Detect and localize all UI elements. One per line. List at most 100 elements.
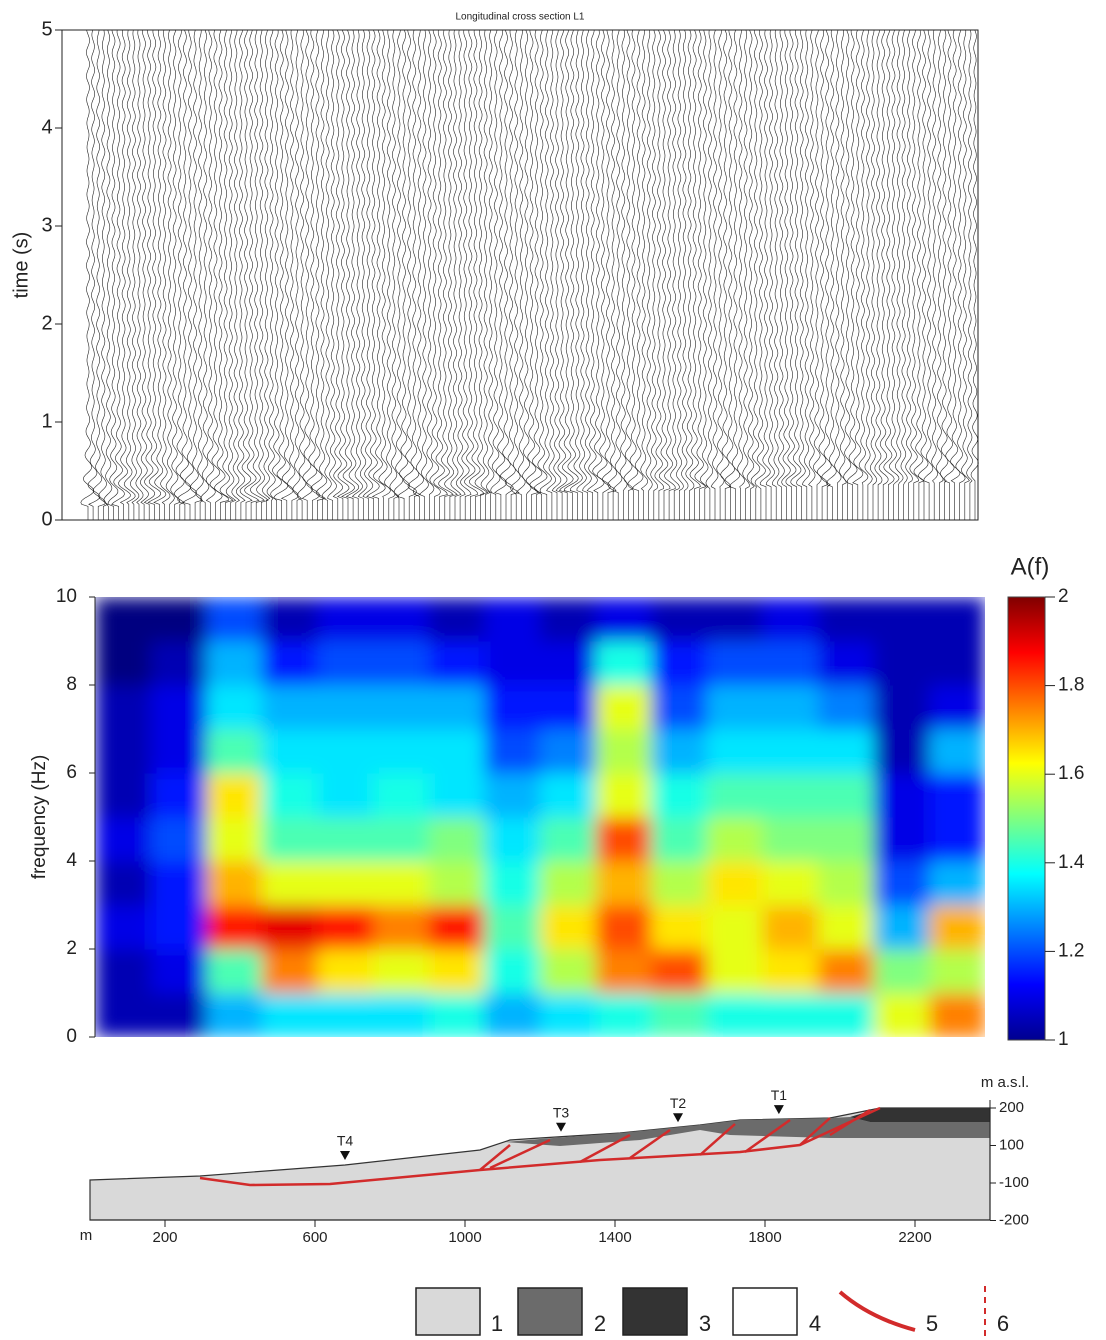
colorbar bbox=[1007, 596, 1046, 1041]
heatmap-cell bbox=[95, 641, 152, 686]
trace bbox=[785, 29, 797, 520]
heatmap-cell bbox=[484, 817, 541, 862]
trace bbox=[174, 29, 185, 520]
trace bbox=[650, 29, 659, 520]
trace bbox=[270, 29, 282, 520]
legend-swatch bbox=[415, 1287, 481, 1336]
trace bbox=[425, 29, 435, 520]
y-tick-label: 0 bbox=[66, 1026, 77, 1047]
heatmap-cell bbox=[150, 641, 207, 686]
trace bbox=[724, 29, 736, 520]
legend-label: 4 bbox=[809, 1311, 821, 1336]
trace bbox=[563, 29, 579, 520]
heatmap-cell bbox=[95, 729, 152, 774]
trace bbox=[640, 30, 649, 520]
trace bbox=[802, 29, 811, 520]
trace bbox=[909, 29, 920, 520]
trace bbox=[670, 29, 680, 520]
trace bbox=[790, 29, 802, 520]
y-tick-label: 5 bbox=[41, 18, 52, 40]
trace bbox=[950, 29, 961, 520]
heatmap-cell bbox=[373, 773, 430, 818]
heatmap-cell bbox=[261, 817, 318, 862]
heatmap-cell bbox=[651, 905, 708, 950]
heatmap-cell bbox=[428, 773, 485, 818]
slip-surface bbox=[744, 1118, 791, 1154]
y-tick-label: 3 bbox=[41, 214, 52, 236]
trace bbox=[351, 29, 363, 520]
trace bbox=[80, 29, 95, 520]
heatmap-cell bbox=[651, 817, 708, 862]
heatmap-cell bbox=[651, 729, 708, 774]
trace bbox=[153, 29, 167, 520]
trace bbox=[631, 29, 644, 520]
heatmap-cell bbox=[706, 993, 763, 1037]
heatmap-cell bbox=[651, 949, 708, 994]
slip-surface bbox=[829, 1108, 871, 1137]
trace bbox=[345, 29, 360, 520]
trace bbox=[219, 29, 234, 520]
legend-label: 1 bbox=[491, 1311, 503, 1336]
legend-label: 2 bbox=[594, 1311, 606, 1336]
trace bbox=[645, 29, 653, 520]
station-marker bbox=[773, 1105, 784, 1115]
trace bbox=[200, 29, 210, 520]
trace bbox=[403, 29, 417, 520]
heatmap-cell bbox=[818, 861, 875, 906]
heatmap-cell bbox=[929, 993, 985, 1037]
heatmap-cell bbox=[873, 949, 930, 994]
heatmap-cell bbox=[373, 729, 430, 774]
trace bbox=[596, 29, 611, 520]
trace bbox=[510, 29, 521, 520]
heatmap-cell bbox=[540, 597, 597, 642]
trace bbox=[592, 29, 605, 520]
x-tick-label: 2200 bbox=[898, 1229, 931, 1246]
heatmap-cell bbox=[762, 773, 819, 818]
heatmap-cell bbox=[261, 597, 318, 642]
trace bbox=[249, 29, 265, 520]
y-tick-label: 200 bbox=[999, 1099, 1024, 1116]
heatmap-cell bbox=[150, 993, 207, 1037]
trace bbox=[103, 29, 113, 520]
trace bbox=[966, 29, 973, 520]
heatmap-cell bbox=[484, 685, 541, 730]
chart-title: Longitudinal cross section L1 bbox=[456, 12, 585, 23]
heatmap-cell bbox=[206, 773, 263, 818]
trace bbox=[92, 29, 106, 520]
trace bbox=[118, 29, 131, 520]
trace bbox=[846, 29, 858, 520]
trace bbox=[297, 29, 307, 520]
x-axis-label: m bbox=[80, 1227, 93, 1244]
trace bbox=[438, 29, 454, 520]
spectrogram-panel: frequency (Hz) A(f) 0 2 4 6 8 10 1 1.2 1.4 1.6 1.8… bbox=[29, 553, 1085, 1050]
trace bbox=[607, 29, 618, 520]
heatmap-cell bbox=[706, 729, 763, 774]
heatmap-cell bbox=[317, 817, 374, 862]
trace bbox=[357, 29, 368, 520]
trace bbox=[362, 29, 374, 520]
legend-swatch bbox=[622, 1287, 688, 1336]
trace bbox=[689, 29, 701, 520]
slip-surface bbox=[579, 1133, 631, 1164]
heatmap-cell bbox=[706, 817, 763, 862]
trace bbox=[676, 29, 684, 520]
legend-swatch bbox=[838, 1290, 916, 1332]
heatmap-cell bbox=[428, 597, 485, 642]
trace bbox=[165, 29, 175, 520]
trace bbox=[460, 29, 472, 520]
trace bbox=[407, 29, 421, 520]
heatmap-cell bbox=[484, 993, 541, 1037]
heatmap-cell bbox=[150, 861, 207, 906]
heatmap-cell bbox=[873, 729, 930, 774]
trace bbox=[658, 29, 671, 520]
layer-2 bbox=[505, 1117, 990, 1146]
station-label: T4 bbox=[337, 1133, 354, 1149]
heatmap-cell bbox=[929, 861, 985, 906]
trace bbox=[843, 29, 852, 520]
trace bbox=[195, 30, 204, 520]
heatmap-cell bbox=[595, 641, 652, 686]
trace bbox=[559, 29, 574, 520]
x-tick-label: 1400 bbox=[598, 1229, 631, 1246]
heatmap-cell bbox=[818, 597, 875, 642]
trace bbox=[746, 29, 755, 520]
